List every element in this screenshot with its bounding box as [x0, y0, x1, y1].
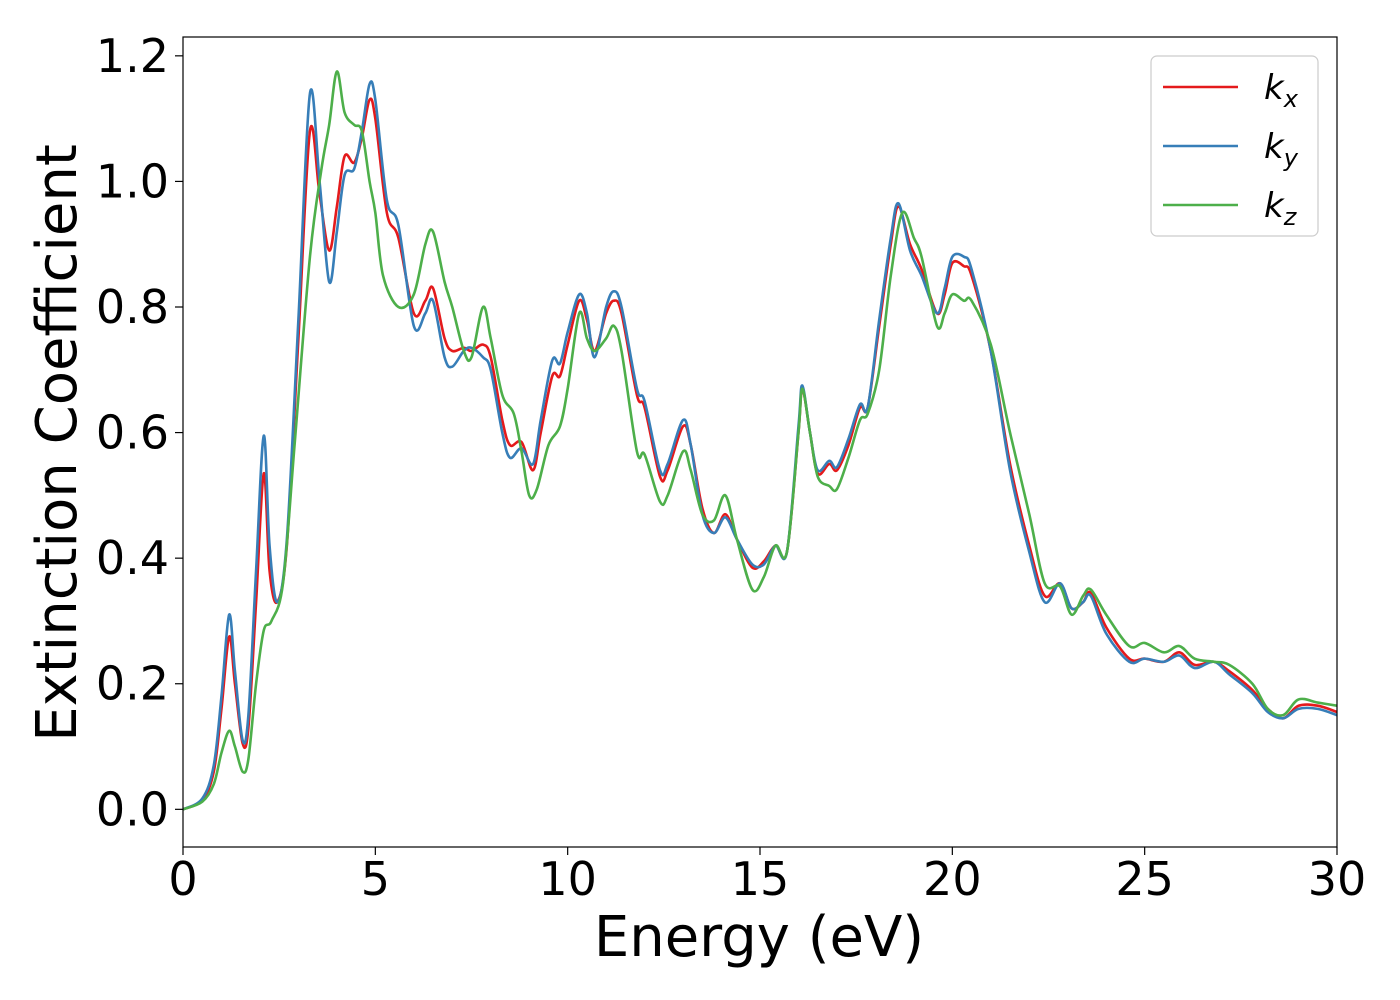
y-tick-label: 0.0 — [96, 782, 169, 836]
x-tick-label: 0 — [168, 852, 197, 906]
x-tick-label: 20 — [923, 852, 982, 906]
x-axis-label: Energy (eV) — [594, 905, 924, 970]
x-axis: 0 5 10 15 20 25 30 — [168, 847, 1366, 906]
legend: kx ky kz — [1150, 55, 1319, 237]
series-line-k-z — [183, 70, 1337, 811]
series-line-k-y — [183, 80, 1337, 811]
legend-label-k-y: ky — [1264, 127, 1299, 172]
y-tick-label: 0.6 — [96, 406, 169, 460]
y-tick-label: 0.8 — [96, 280, 169, 334]
x-tick-label: 10 — [538, 852, 597, 906]
x-tick-label: 5 — [361, 852, 390, 906]
y-axis-label: Extinction Coefficient — [25, 144, 90, 742]
x-tick-label: 30 — [1308, 852, 1367, 906]
y-axis: 0.0 0.2 0.4 0.6 0.8 1.0 1.2 — [96, 29, 183, 836]
legend-label-k-z: kz — [1264, 186, 1298, 231]
y-tick-label: 0.4 — [96, 531, 169, 585]
y-tick-label: 1.0 — [96, 154, 169, 208]
y-tick-label: 1.2 — [96, 29, 169, 83]
x-tick-label: 15 — [731, 852, 790, 906]
y-tick-label: 0.2 — [96, 657, 169, 711]
x-tick-label: 25 — [1115, 852, 1174, 906]
legend-label-k-x: kx — [1264, 68, 1299, 113]
